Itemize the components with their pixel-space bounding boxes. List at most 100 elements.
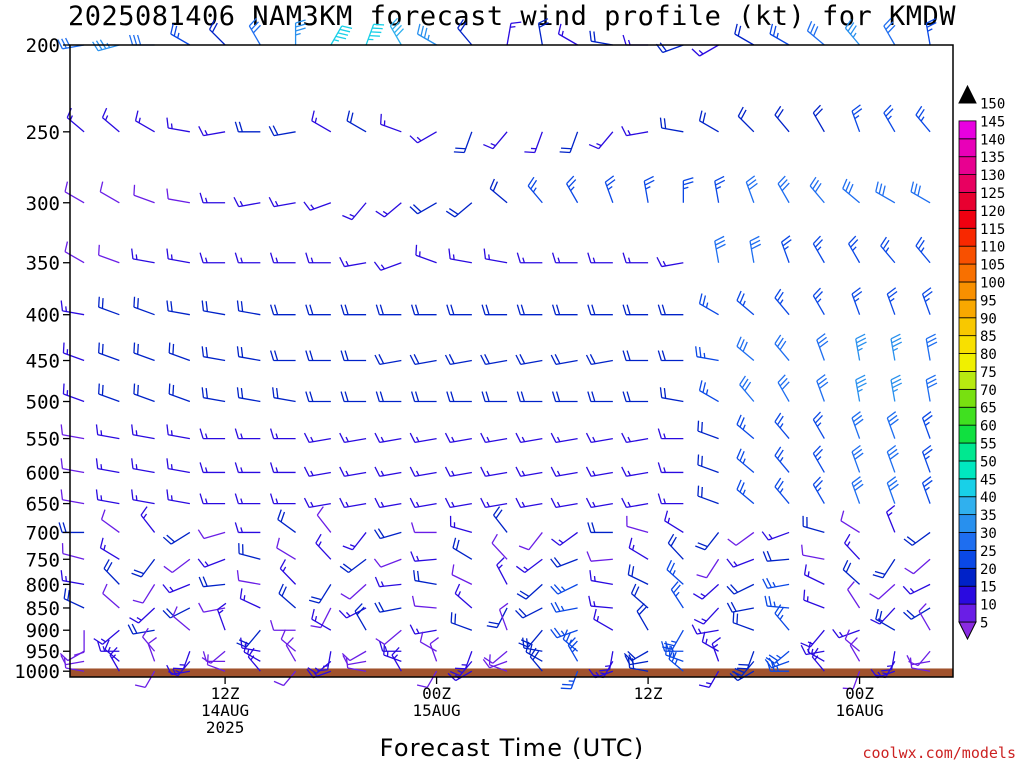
barb-half-flag (556, 501, 561, 508)
barb-flag (378, 354, 385, 364)
barb-flag (874, 570, 886, 575)
wind-barb (128, 34, 155, 46)
barb-half-flag (310, 470, 314, 476)
wind-barb (666, 559, 684, 585)
barb-flag (732, 612, 735, 623)
wind-barb (816, 333, 829, 361)
barb-flag (726, 558, 734, 568)
barb-flag (208, 19, 216, 30)
barb-flag (170, 23, 174, 35)
barb-shaft (101, 518, 120, 533)
barb-flag (247, 647, 255, 658)
barb-flag (697, 485, 700, 497)
ground-surface (70, 668, 953, 677)
wind-barb (659, 387, 684, 403)
colorbar-max-arrow (958, 84, 977, 104)
barb-flag (812, 287, 821, 297)
barb-flag (303, 432, 310, 443)
colorbar-segment (958, 442, 977, 462)
barb-half-flag (779, 423, 784, 429)
barb-shaft (491, 542, 508, 560)
wind-barb (518, 532, 543, 551)
barb-flag (344, 304, 349, 315)
barb-flag (622, 252, 627, 263)
barb-flag (736, 414, 742, 425)
wind-barb (383, 644, 402, 662)
barb-flag (878, 610, 883, 622)
barb-half-flag (697, 628, 702, 634)
wind-barb (374, 466, 402, 477)
barb-flag (198, 602, 205, 613)
wind-barb (339, 256, 367, 268)
barb-flag (62, 342, 65, 354)
barb-shaft (489, 660, 508, 669)
barb-shaft (883, 25, 896, 46)
wind-barb (480, 466, 508, 477)
barb-half-flag (558, 539, 564, 544)
barb-flag (131, 489, 134, 500)
wind-barb (734, 23, 755, 46)
barb-flag (845, 181, 851, 192)
barb-shaft (529, 656, 543, 672)
barb-half-flag (65, 306, 68, 312)
barb-flag (774, 477, 782, 488)
barb-flag (766, 550, 772, 562)
wind-barb (483, 650, 508, 664)
barb-half-flag (382, 210, 388, 215)
barb-flag (593, 608, 597, 620)
wind-barb (60, 458, 85, 474)
wind-barb (342, 202, 367, 221)
y-tick-label: 800 (26, 574, 60, 596)
barb-flag (589, 354, 596, 364)
barb-flag (172, 667, 184, 670)
wind-barb (885, 504, 896, 533)
barb-flag (273, 350, 279, 361)
credit-link[interactable]: coolwx.com/models (862, 744, 1016, 762)
wind-barb (272, 387, 296, 403)
barb-half-flag (204, 129, 208, 136)
colorbar-segment (958, 585, 977, 605)
barb-half-flag (170, 464, 173, 470)
barb-flag (166, 534, 176, 543)
barb-flag (104, 639, 110, 650)
barb-flag (811, 647, 819, 658)
wind-barb (855, 374, 867, 402)
barb-flag (801, 544, 804, 556)
colorbar-label: 60 (980, 419, 997, 435)
y-tick-label: 700 (26, 522, 60, 544)
wind-barb (903, 531, 931, 546)
wind-barb (379, 641, 402, 652)
colorbar-segment (958, 532, 977, 551)
barb-shaft (170, 33, 191, 46)
wind-barb (749, 235, 762, 263)
barb-flag (691, 624, 698, 635)
barb-flag (59, 652, 69, 662)
barb-half-flag (204, 467, 208, 473)
barb-flag (669, 562, 676, 573)
barb-flag (127, 624, 134, 635)
wind-barb (98, 244, 120, 264)
wind-barb (807, 641, 825, 662)
barb-shaft (626, 525, 649, 534)
barb-half-flag (451, 501, 455, 508)
barb-flag (774, 604, 782, 614)
barb-flag (656, 256, 663, 267)
barb-flag (774, 105, 782, 116)
barb-flag (777, 175, 786, 185)
colorbar-label: 50 (980, 454, 997, 470)
barb-shaft (248, 25, 261, 46)
barb-flag (395, 28, 404, 37)
colorbar-label: 15 (980, 580, 997, 596)
barb-flag (172, 343, 175, 355)
barb-flag (63, 657, 67, 669)
barb-flag (415, 244, 418, 256)
wind-barb (870, 607, 896, 625)
wind-barb (560, 670, 579, 690)
barb-half-flag (663, 498, 666, 504)
barb-flag (448, 208, 459, 215)
wind-barb (303, 201, 332, 211)
barb-flag (776, 449, 784, 460)
wind-barb (886, 411, 899, 439)
barb-flag (812, 104, 821, 114)
barb-half-flag (560, 605, 565, 611)
